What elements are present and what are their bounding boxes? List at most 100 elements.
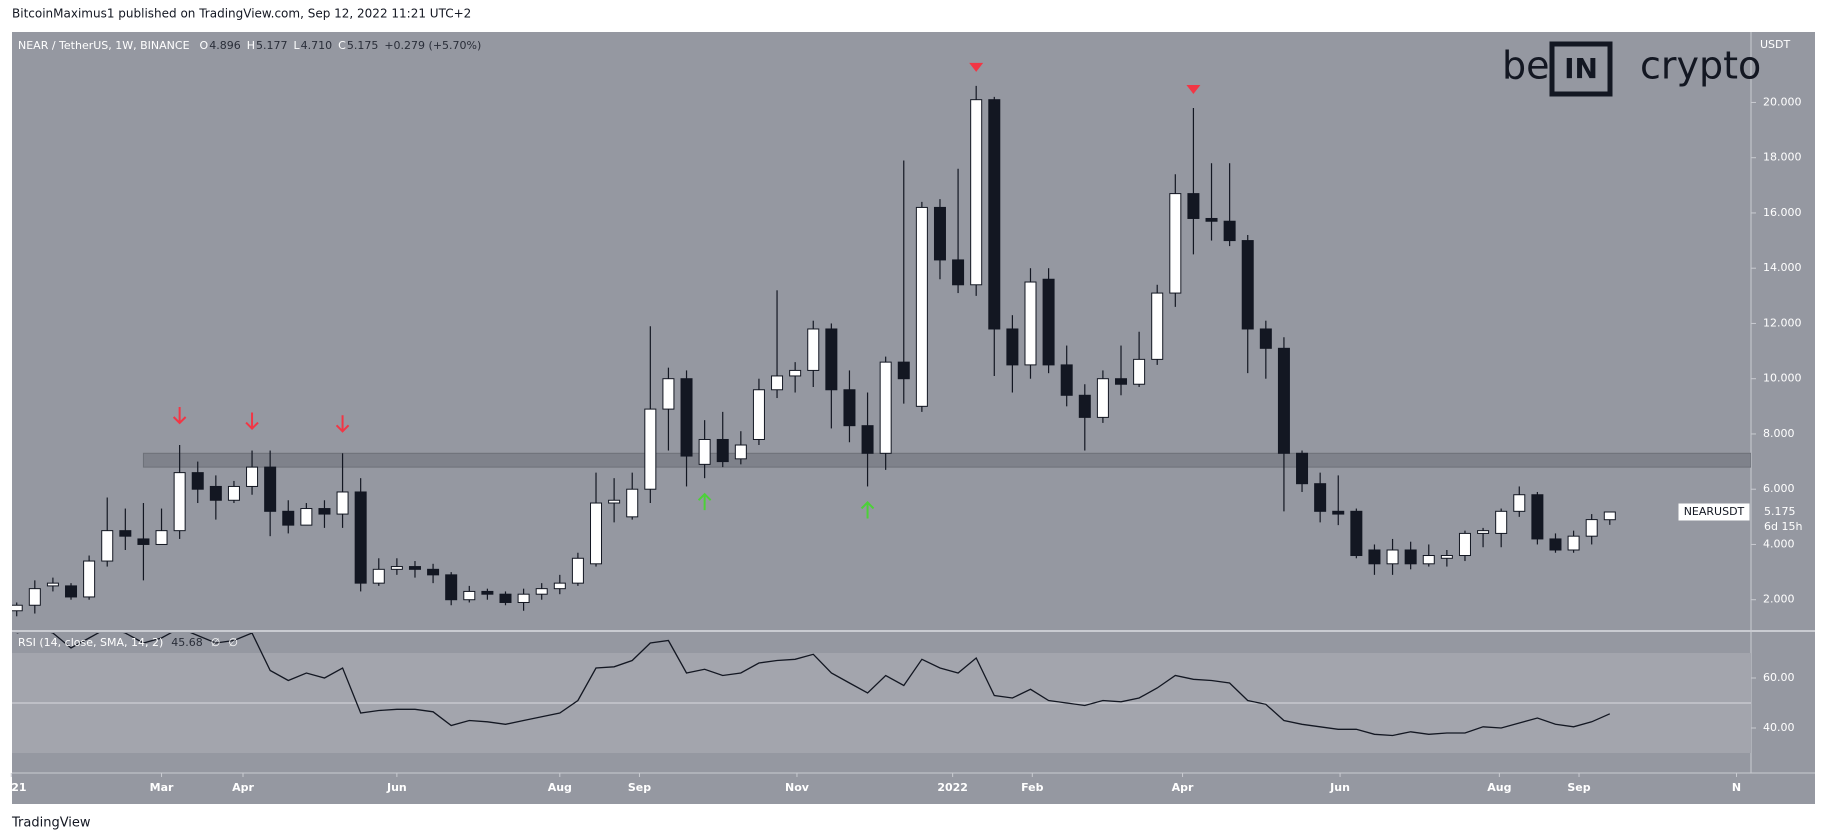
candle-up [771,375,784,391]
candle-up [173,472,186,532]
candle-down [65,585,78,598]
candle-up [1133,358,1146,385]
candle-down [680,378,693,457]
candle-up [915,206,928,407]
candle-up [535,588,548,595]
candle-up [1567,535,1580,551]
support-arrow [697,492,712,511]
y-tick-label: 18.000 [1763,151,1802,164]
x-tick-label: 2022 [937,781,968,794]
rsi-extra: ∅ [211,636,221,649]
y-tick-label: 12.000 [1763,316,1802,329]
candle-down [1115,378,1128,385]
candle-down [952,259,965,286]
legend-value: 4.896 [209,39,241,52]
candle-up [789,369,802,377]
candle-up [752,389,765,440]
candle-up [83,560,96,598]
candle-down [1277,347,1290,454]
candle-up [28,588,41,606]
candle-up [698,438,711,465]
legend-key: C [338,39,346,52]
x-tick-label: Jun [386,781,407,794]
candle-down [988,99,1001,330]
candle-down [427,568,440,576]
logo: be IN crypto [1502,41,1761,97]
candle-up [626,488,639,518]
candle-down [1187,193,1200,219]
candle-down [1404,549,1417,565]
candle-up [1151,292,1164,360]
candle-up [1386,549,1399,565]
symbol: NEAR / TetherUS, 1W, BINANCE [18,39,190,52]
rsi-pane [12,633,1751,753]
price-pane [12,62,1751,617]
legend: NEAR / TetherUS, 1W, BINANCE O 4.896 H 5.177… [18,39,481,52]
candle-up [517,593,530,603]
candle-down [1205,217,1218,222]
rsi-value: 45.68 [171,636,203,649]
candle-up [390,566,403,570]
candle-down [1296,452,1309,485]
candle-down [137,538,150,545]
candle-up [300,508,313,526]
legend-value: 5.175 [347,39,379,52]
x-tick-label: Sep [1567,781,1590,794]
candle-up [227,485,240,501]
candle-down [119,530,132,537]
footer-brand: TradingView [11,816,91,831]
resistance-arrow [172,407,187,425]
candle-up [1024,281,1037,366]
candle-down [861,425,874,454]
candle-down [1259,328,1272,349]
support-arrow [860,501,875,519]
candle-up [1513,494,1526,512]
resistance-arrow [245,412,259,430]
x-tick-label: Aug [1487,781,1511,794]
x-tick-label: Jun [1329,781,1350,794]
legend-key: H [247,39,255,52]
axis-unit: USDT [1760,38,1791,51]
y-tick-label: 10.000 [1763,372,1802,385]
candle-up [1477,530,1490,534]
y-tick-label: 8.000 [1763,427,1795,440]
candle-up [336,491,349,515]
publisher: BitcoinMaximus1 published on TradingView… [12,7,471,21]
price-label-countdown: 6d 15h [1764,520,1802,533]
support-zone [142,452,1751,468]
candle-up [1458,532,1471,557]
candle-down [191,472,204,490]
candle-up [807,328,820,371]
y-tick-label: 2.000 [1763,593,1795,606]
candle-down [1332,510,1345,515]
candle-down [1350,510,1363,557]
candle-down [933,206,946,261]
x-tick-label: Feb [1021,781,1044,794]
x-tick-label: Nov [785,781,810,794]
candle-up [1495,510,1508,534]
logo-box [1549,41,1613,97]
x-tick-label: Sep [628,781,651,794]
candle-up [608,499,621,504]
candle-up [1096,378,1109,418]
logo-text: be [1502,44,1550,88]
rsi-line [16,633,1611,737]
candle-up [1169,193,1182,294]
candle-up [246,466,259,487]
candle-down [1314,483,1327,512]
candle-down [209,485,222,501]
candle-up [734,444,747,460]
candle-up [1422,555,1435,565]
logo-text: IN [1564,52,1598,85]
candle-up [463,590,476,601]
candle-down [843,389,856,427]
legend-value: 4.710 [301,39,333,52]
legend-value: 5.177 [256,39,288,52]
x-tick-label: 2021 [0,781,27,794]
candle-up [1440,555,1453,559]
candle-down [1531,494,1544,540]
x-tick-label: N [1732,781,1741,794]
candle-up [970,99,983,286]
